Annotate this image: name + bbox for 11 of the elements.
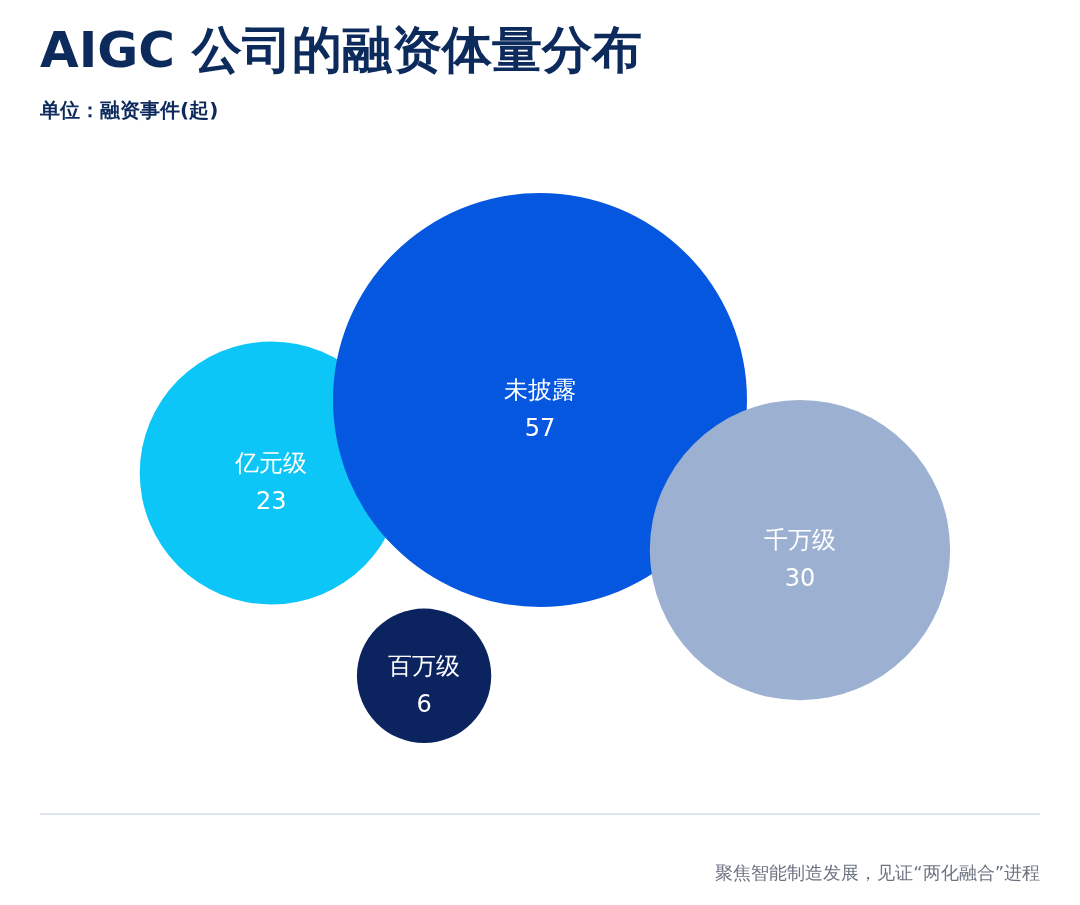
category-label: 未披露 [504, 376, 576, 404]
category-label: 百万级 [388, 651, 461, 680]
data-label: 6 [416, 689, 432, 718]
text: 聚焦智能制造发展，见证“两化融合”进程 [715, 861, 1040, 885]
category-label: 亿元级 [234, 449, 308, 478]
data-label: 57 [524, 414, 556, 442]
text: 单位：融资事件(起) [40, 97, 219, 124]
data-label: 30 [784, 564, 816, 593]
category-label: 千万级 [763, 526, 836, 555]
text: AIGC 公司的融资体量分布 [40, 20, 643, 81]
data-label: 23 [255, 487, 287, 516]
